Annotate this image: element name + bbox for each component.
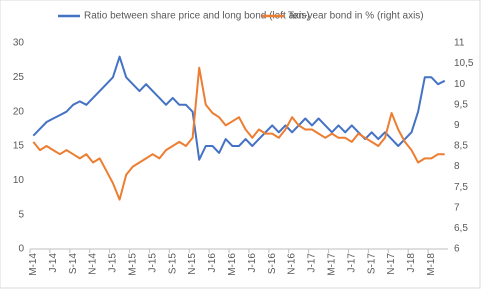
- x-tick-label: S-17: [366, 253, 377, 275]
- x-tick-label: J-17: [346, 253, 357, 273]
- x-tick-label: M-17: [327, 253, 338, 276]
- x-tick-label: M-14: [28, 253, 39, 276]
- x-tick-label: J-14: [48, 253, 59, 273]
- y2-tick-label: 6: [454, 244, 460, 255]
- x-tick-label: N-16: [287, 253, 298, 275]
- x-tick-label: M-18: [426, 253, 437, 276]
- x-tick-label: J-15: [108, 253, 119, 273]
- y2-tick-label: 6,5: [454, 223, 468, 234]
- x-tick-label: N-17: [386, 253, 397, 275]
- y-tick-label: 25: [13, 72, 25, 83]
- y2-tick-label: 9,5: [454, 99, 468, 110]
- series-line: [32, 66, 445, 201]
- x-tick-label: N-14: [88, 253, 99, 275]
- x-tick-label: M-16: [227, 253, 238, 276]
- y-tick-label: 20: [13, 106, 25, 117]
- y2-tick-label: 10,5: [454, 58, 474, 69]
- y-tick-label: 10: [13, 175, 25, 186]
- y2-tick-label: 7: [454, 202, 460, 213]
- x-tick-label: N-15: [187, 253, 198, 275]
- series-line: [32, 55, 446, 161]
- y2-tick-label: 8,5: [454, 141, 468, 152]
- x-tick-label: S-16: [267, 253, 278, 275]
- y2-tick-label: 11: [454, 38, 465, 49]
- x-tick-label: J-16: [207, 253, 218, 273]
- x-tick-label: J-16: [247, 253, 258, 273]
- x-tick-label: S-15: [167, 253, 178, 275]
- legend-label: Ratio between share price and long bond …: [84, 11, 310, 22]
- y-tick-label: 30: [13, 38, 25, 49]
- y2-tick-label: 9: [454, 120, 460, 131]
- legend-label: Ten-year bond in % (right axis): [288, 11, 424, 22]
- y-tick-label: 0: [18, 244, 24, 255]
- x-tick-label: J-15: [147, 253, 158, 273]
- y2-tick-label: 8: [454, 161, 460, 172]
- y2-tick-label: 10: [454, 79, 466, 90]
- y-tick-label: 5: [18, 209, 24, 220]
- x-tick-label: J-18: [406, 253, 417, 273]
- y2-tick-label: 7,5: [454, 182, 468, 193]
- y-tick-label: 15: [13, 141, 25, 152]
- x-tick-label: M-15: [127, 253, 138, 276]
- x-tick-label: S-14: [68, 253, 79, 275]
- x-tick-label: J-17: [307, 253, 318, 273]
